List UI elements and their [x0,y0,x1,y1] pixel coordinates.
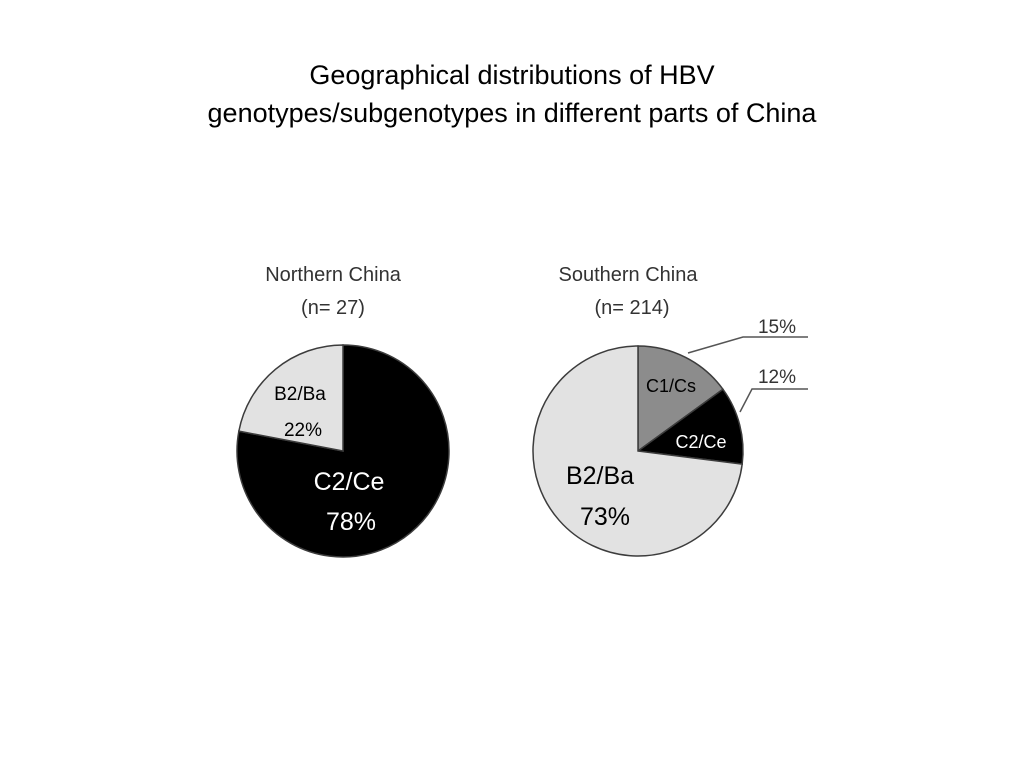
slice-label-c1cs: C1/Cs [646,376,696,396]
slice-label-b2ba-south: B2/Ba [566,462,634,490]
pie-north-slices [236,344,450,558]
title-line-1: Geographical distributions of HBV [309,60,715,90]
slice-value-c1cs: 15% [758,317,796,338]
pie-northern-china: Northern China (n= 27) B2/Ba 22% C2/Ce 7… [236,264,450,558]
pie-south-slices [532,345,744,557]
pie-slice-south-c2-ce [636,388,744,465]
pie-slice-south-c1-cs [637,345,724,453]
slice-value-c2ce-north: 78% [326,508,376,536]
chart-title-southern: Southern China [559,264,699,286]
leader-line-c1cs [687,336,808,354]
pie-slice-north-b2-ba [238,344,344,452]
chart-title-northern: Northern China [265,264,402,286]
slice-value-b2ba-south: 73% [580,503,630,531]
slice-label-c2ce-south: C2/Ce [675,432,726,452]
chart-subtitle-northern: (n= 27) [301,297,365,319]
leader-line-c2ce-south [739,388,808,413]
slice-label-b2ba-north: B2/Ba [274,384,326,405]
slice-value-c2ce-south: 12% [758,367,796,388]
chart-subtitle-southern: (n= 214) [594,297,669,319]
pie-slice-south-b2-ba [532,345,744,557]
pie-southern-china: Southern China (n= 214) 15% 12% C1/Cs C2… [532,264,808,557]
slice-value-b2ba-north: 22% [284,420,322,441]
slide-title: Geographical distributions of HBV genoty… [0,56,1024,132]
title-line-2: genotypes/subgenotypes in different part… [207,98,817,128]
slice-label-c2ce-north: C2/Ce [314,468,385,496]
